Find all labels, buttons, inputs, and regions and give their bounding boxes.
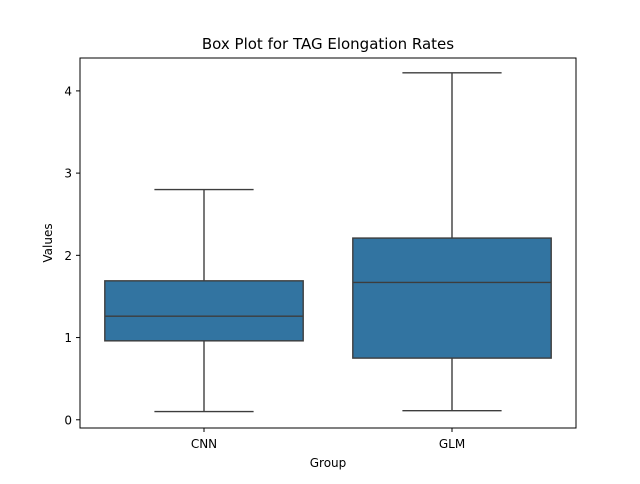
y-tick-label: 1 (64, 331, 72, 345)
y-tick-label: 0 (64, 413, 72, 427)
box-iqr (352, 237, 552, 359)
box-iqr (104, 280, 304, 342)
boxes-layer (104, 72, 552, 413)
x-axis-label: Group (310, 456, 347, 470)
box-group-cnn (104, 188, 304, 413)
y-axis-label: Values (41, 223, 55, 262)
box-group-glm (352, 72, 552, 412)
y-tick-label: 2 (64, 249, 72, 263)
x-axis: CNN GLM (191, 428, 465, 451)
x-tick-label: GLM (439, 437, 465, 451)
chart-title: Box Plot for TAG Elongation Rates (202, 35, 454, 53)
y-tick-label: 3 (64, 167, 72, 181)
y-tick-label: 4 (64, 84, 72, 98)
plot-frame (79, 57, 577, 429)
y-axis: 0 1 2 3 4 (64, 84, 80, 427)
x-tick-label: CNN (191, 437, 217, 451)
